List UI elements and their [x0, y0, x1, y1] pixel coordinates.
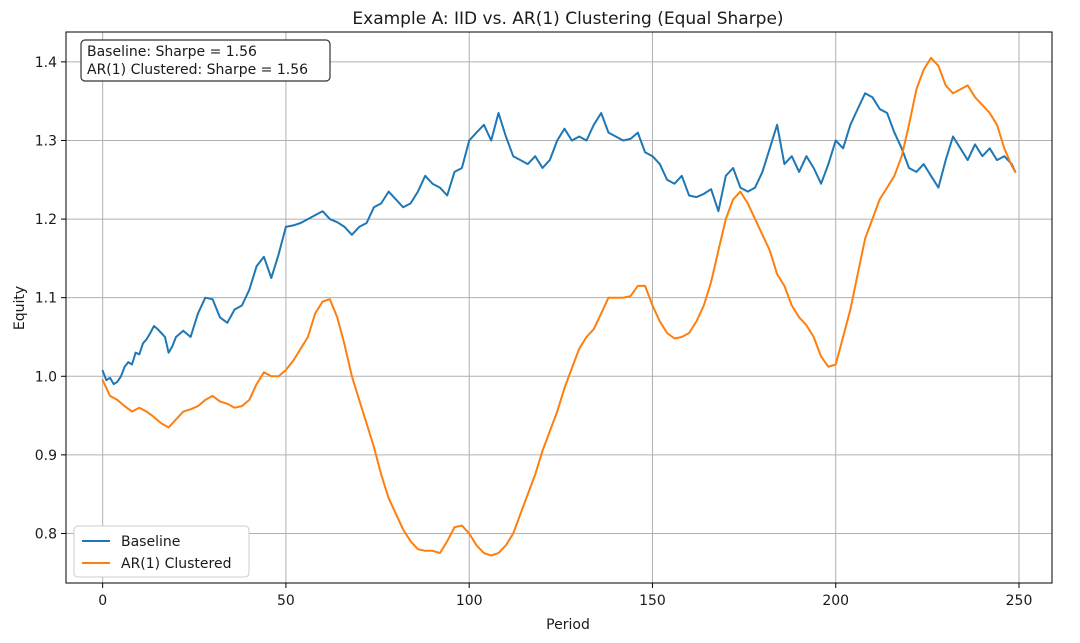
y-axis-label: Equity: [12, 286, 28, 330]
legend-label-baseline: Baseline: [121, 534, 180, 550]
x-tick-label: 0: [98, 593, 107, 609]
y-tick-label: 0.8: [35, 526, 57, 542]
series-line-baseline: [101, 92, 1017, 386]
y-tick-label: 1.1: [35, 291, 57, 307]
legend-frame: [73, 525, 250, 578]
y-tick-label: 1.0: [35, 369, 57, 385]
x-tick-label: 250: [1006, 593, 1033, 609]
chart-title: Example A: IID vs. AR(1) Clustering (Equ…: [352, 9, 783, 29]
annotation-line-ar1: AR(1) Clustered: Sharpe = 1.56: [87, 62, 308, 78]
y-tick-label: 0.9: [35, 448, 57, 464]
sharpe-annotation-box: Baseline: Sharpe = 1.56 AR(1) Clustered:…: [80, 39, 331, 82]
y-tick-label: 1.2: [35, 212, 57, 228]
y-tick-label: 1.4: [35, 55, 57, 71]
plot-area-frame: [65, 31, 1053, 584]
grid-lines: [66, 32, 1052, 583]
x-axis-label: Period: [546, 617, 590, 633]
x-tick-label: 100: [456, 593, 483, 609]
x-tick-label: 50: [277, 593, 295, 609]
series-lines: [101, 56, 1017, 557]
x-tick-label: 200: [822, 593, 849, 609]
series-line-ar-1-clustered: [101, 56, 1017, 557]
annotation-frame: [80, 39, 331, 82]
legend-label-ar1: AR(1) Clustered: [121, 556, 231, 572]
y-tick-label: 1.3: [35, 133, 57, 149]
legend: Baseline AR(1) Clustered: [73, 525, 250, 578]
axis-ticks: 0 50 100 150 200 250 0.8 0.9 1.0 1.1 1.2 1.3 1.4: [35, 55, 1033, 609]
annotation-line-baseline: Baseline: Sharpe = 1.56: [87, 44, 257, 60]
x-tick-label: 150: [639, 593, 666, 609]
